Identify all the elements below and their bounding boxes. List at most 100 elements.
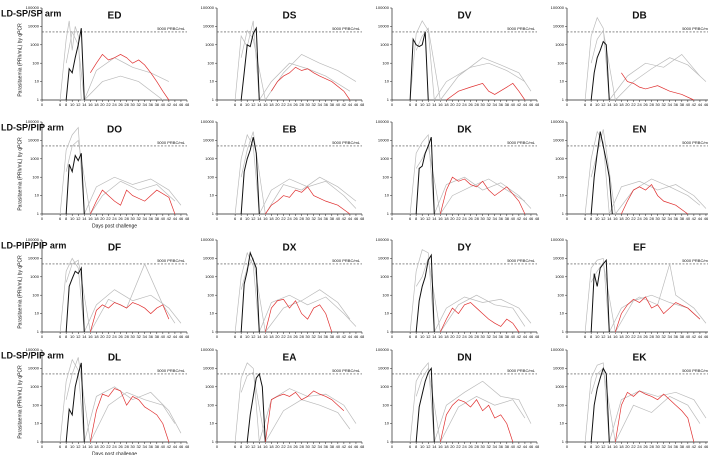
y-tick-label: 1 <box>387 329 390 334</box>
series-line <box>59 358 182 443</box>
x-tick-label: 8 <box>240 102 243 107</box>
x-tick-label: 40 <box>336 444 341 449</box>
y-tick-label: 1000 <box>555 274 565 279</box>
x-tick-label: 8 <box>65 444 68 449</box>
x-tick-label: 30 <box>480 216 485 221</box>
y-tick-label: 100000 <box>201 347 215 352</box>
y-tick-label: 1000 <box>555 156 565 161</box>
y-tick-label: 10000 <box>28 255 40 260</box>
x-tick-label: 44 <box>173 216 178 221</box>
series-line <box>584 130 707 215</box>
x-tick-label: 30 <box>305 444 310 449</box>
x-tick-label: 10 <box>245 334 250 339</box>
x-tick-label: 42 <box>167 102 172 107</box>
y-tick-label: 10000 <box>28 23 40 28</box>
x-tick-label: 12 <box>426 102 431 107</box>
x-tick-label: 48 <box>535 444 540 449</box>
y-tick-label: 100000 <box>376 237 390 242</box>
x-tick-label: 24 <box>637 444 642 449</box>
threshold-label: 5000 PRBC/mL <box>507 258 536 263</box>
y-tick-label: 1000 <box>205 384 215 389</box>
x-tick-label: 26 <box>293 102 298 107</box>
y-tick-label: 1000 <box>205 274 215 279</box>
x-tick-label: 14 <box>607 334 612 339</box>
threshold-label: 5000 PRBC/mL <box>332 140 361 145</box>
y-tick-label: 1000 <box>380 384 390 389</box>
x-tick-label: 0 <box>566 216 569 221</box>
y-tick-label: 100000 <box>376 5 390 10</box>
x-tick-label: 20 <box>275 216 280 221</box>
x-tick-label: 48 <box>185 334 190 339</box>
y-tick-label: 1 <box>37 439 40 444</box>
x-tick-label: 38 <box>155 216 160 221</box>
x-tick-label: 42 <box>167 216 172 221</box>
x-tick-label: 36 <box>149 444 154 449</box>
y-tick-label: 1000 <box>380 274 390 279</box>
x-tick-label: 32 <box>486 334 491 339</box>
x-tick-label: 8 <box>415 444 418 449</box>
x-tick-label: 36 <box>499 444 504 449</box>
x-tick-label: 34 <box>667 444 672 449</box>
x-tick-label: 6 <box>584 444 587 449</box>
threshold-label: 5000 PRBC/mL <box>507 368 536 373</box>
x-tick-label: 8 <box>590 102 593 107</box>
x-tick-label: 38 <box>505 334 510 339</box>
x-tick-label: 42 <box>517 334 522 339</box>
x-tick-label: 14 <box>432 102 437 107</box>
x-tick-label: 16 <box>438 216 443 221</box>
y-tick-label: 100000 <box>26 237 40 242</box>
x-tick-label: 0 <box>216 334 219 339</box>
x-tick-label: 10 <box>245 444 250 449</box>
x-tick-label: 26 <box>293 334 298 339</box>
y-tick-label: 100 <box>557 402 564 407</box>
x-tick-label: 34 <box>492 444 497 449</box>
series-line <box>65 28 85 101</box>
x-tick-label: 46 <box>529 216 534 221</box>
y-tick-label: 1000 <box>555 384 565 389</box>
x-tick-label: 16 <box>88 102 93 107</box>
y-tick-label: 1 <box>387 439 390 444</box>
y-tick-label: 100 <box>207 292 214 297</box>
series-line <box>409 20 526 102</box>
y-tick-label: 100 <box>557 174 564 179</box>
x-tick-label: 24 <box>637 216 642 221</box>
x-tick-label: 48 <box>535 216 540 221</box>
x-tick-label: 16 <box>613 102 618 107</box>
x-tick-label: 18 <box>619 444 624 449</box>
series-line <box>240 137 260 215</box>
x-tick-label: 18 <box>94 334 99 339</box>
y-tick-label: 10000 <box>28 365 40 370</box>
threshold-label: 5000 PRBC/mL <box>507 26 536 31</box>
x-tick-label: 22 <box>631 216 636 221</box>
x-tick-label: 14 <box>607 216 612 221</box>
x-tick-label: 18 <box>444 444 449 449</box>
y-tick-label: 100000 <box>376 119 390 124</box>
y-tick-label: 100000 <box>551 237 565 242</box>
series-line <box>240 29 357 101</box>
x-tick-label: 26 <box>293 444 298 449</box>
y-tick-label: 10000 <box>378 255 390 260</box>
x-tick-label: 24 <box>462 102 467 107</box>
x-tick-label: 36 <box>499 216 504 221</box>
x-tick-label: 44 <box>348 216 353 221</box>
x-tick-label: 40 <box>161 216 166 221</box>
x-tick-label: 38 <box>330 444 335 449</box>
x-tick-label: 44 <box>523 102 528 107</box>
y-tick-label: 10 <box>560 79 565 84</box>
y-tick-label: 10000 <box>28 137 40 142</box>
x-tick-label: 28 <box>124 334 129 339</box>
series-line <box>240 131 357 216</box>
x-tick-label: 46 <box>529 334 534 339</box>
series-line <box>65 30 170 101</box>
x-tick-label: 8 <box>590 444 593 449</box>
threshold-label: 5000 PRBC/mL <box>682 140 708 145</box>
x-tick-label: 32 <box>661 216 666 221</box>
y-tick-label: 100 <box>32 60 39 65</box>
x-tick-label: 28 <box>124 444 129 449</box>
x-tick-label: 0 <box>216 444 219 449</box>
x-tick-label: 26 <box>118 444 123 449</box>
x-tick-label: 32 <box>486 216 491 221</box>
x-tick-label: 36 <box>674 216 679 221</box>
x-tick-label: 14 <box>257 334 262 339</box>
x-tick-label: 34 <box>317 216 322 221</box>
